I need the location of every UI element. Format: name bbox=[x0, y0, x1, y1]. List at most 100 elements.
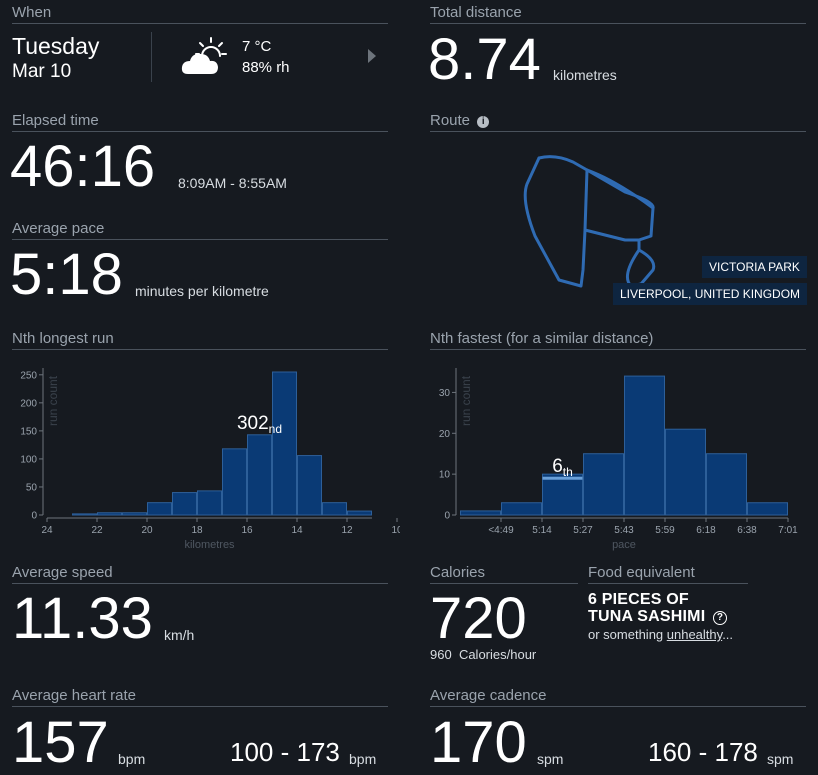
rank-suffix: nd bbox=[269, 422, 282, 436]
histogram-bar bbox=[172, 492, 197, 516]
humidity: 88% rh bbox=[242, 59, 290, 76]
x-tick-label: 16 bbox=[241, 525, 253, 536]
x-tick-label: 6:18 bbox=[696, 525, 716, 536]
histogram-bar bbox=[347, 510, 372, 516]
date: Mar 10 bbox=[12, 61, 72, 82]
heart-rate-range-unit: bpm bbox=[349, 751, 377, 767]
cadence-value: 170 bbox=[430, 710, 527, 775]
histogram-bar bbox=[501, 502, 542, 516]
histogram-bar bbox=[583, 453, 624, 516]
temperature: 7 °C bbox=[242, 38, 272, 55]
y-tick-label: 250 bbox=[20, 370, 37, 381]
food-line-2-wrap: TUNA SASHIMI ? bbox=[588, 608, 728, 625]
pace-label: Average pace bbox=[12, 220, 105, 237]
route-map[interactable] bbox=[515, 150, 665, 292]
pace-value: 5:18 bbox=[10, 242, 123, 307]
heart-rate-label: Average heart rate bbox=[12, 687, 136, 704]
nth-fastest-chart: 0 10 20 30 run count <4:49 5:14 5:27 5:43 5:59 6:1… bbox=[439, 368, 798, 551]
histogram-bar bbox=[460, 510, 501, 516]
rank-label: 302nd bbox=[237, 413, 282, 436]
histogram-bar bbox=[97, 512, 122, 516]
calories-per-hour: 960 Calories/hour bbox=[430, 647, 536, 663]
food-rule bbox=[588, 583, 748, 584]
histogram-bar bbox=[624, 375, 665, 516]
y-axis-title: run count bbox=[46, 375, 60, 426]
unhealthy-link[interactable]: unhealthy bbox=[666, 627, 723, 642]
histogram-bar bbox=[197, 490, 222, 516]
y-tick-label: 150 bbox=[20, 426, 37, 437]
histogram-bar bbox=[122, 512, 147, 516]
nth-longest-label: Nth longest run bbox=[12, 330, 114, 347]
help-icon[interactable]: ? bbox=[713, 611, 728, 625]
cadence-rule bbox=[430, 706, 806, 707]
heart-rate-value: 157 bbox=[12, 710, 109, 775]
when-label: When bbox=[12, 4, 52, 21]
food-line-1: 6 PIECES OF bbox=[588, 591, 689, 608]
heart-rate-unit: bpm bbox=[118, 751, 146, 767]
speed-unit: km/h bbox=[164, 627, 195, 643]
y-tick-label: 30 bbox=[439, 388, 451, 399]
cadence-label: Average cadence bbox=[430, 687, 547, 704]
x-tick-label: 20 bbox=[141, 525, 153, 536]
route-place-tag: VICTORIA PARK bbox=[702, 256, 807, 278]
x-tick-label: 6:38 bbox=[737, 525, 757, 536]
x-tick-label: 7:01 bbox=[778, 525, 798, 536]
histogram-bar bbox=[147, 502, 172, 516]
x-axis-title: kilometres bbox=[184, 539, 235, 551]
x-tick-label: 24 bbox=[41, 525, 53, 536]
x-tick-label: 5:14 bbox=[532, 525, 552, 536]
day-name: Tuesday bbox=[12, 33, 100, 59]
route-label-wrap: Route i bbox=[430, 112, 490, 130]
food-label: Food equivalent bbox=[588, 564, 695, 581]
when-divider bbox=[151, 32, 152, 82]
rank-number: 302 bbox=[237, 413, 269, 434]
histogram-bar bbox=[297, 455, 322, 516]
food-alt-prefix: or something bbox=[588, 627, 667, 642]
calories-per-hour-value: 960 bbox=[430, 647, 452, 662]
x-tick-label: <4:49 bbox=[488, 525, 514, 536]
histogram-bar bbox=[247, 434, 272, 516]
next-arrow-icon[interactable] bbox=[366, 48, 378, 64]
elapsed-range: 8:09AM - 8:55AM bbox=[178, 175, 287, 191]
x-tick-label: 18 bbox=[191, 525, 203, 536]
route-rule bbox=[430, 131, 806, 132]
info-icon[interactable]: i bbox=[477, 116, 490, 128]
food-line-2: TUNA SASHIMI bbox=[588, 608, 706, 625]
nth-longest-chart: 0 50 100 150 200 250 run count 24 22 20 18 16 14 12 10… bbox=[20, 368, 400, 551]
y-axis-title: run count bbox=[459, 375, 473, 426]
y-tick-label: 200 bbox=[20, 398, 37, 409]
nth-longest-rule bbox=[12, 349, 388, 350]
x-tick-label: 14 bbox=[291, 525, 303, 536]
x-tick-label: 5:27 bbox=[573, 525, 593, 536]
histogram-bar bbox=[272, 371, 297, 516]
x-tick-label: 5:43 bbox=[614, 525, 634, 536]
elapsed-value: 46:16 bbox=[10, 134, 156, 199]
y-tick-label: 100 bbox=[20, 454, 37, 465]
calories-value: 720 bbox=[430, 586, 527, 651]
y-tick-label: 20 bbox=[439, 429, 451, 440]
pace-unit: minutes per kilometre bbox=[135, 283, 269, 299]
partly-cloudy-icon bbox=[181, 37, 227, 74]
histogram-bar bbox=[706, 453, 747, 516]
calories-label: Calories bbox=[430, 564, 486, 581]
x-tick-label: 10 bbox=[391, 525, 400, 536]
heart-rate-range: 100 - 173 bbox=[230, 737, 340, 767]
rank-number: 6 bbox=[552, 456, 563, 477]
speed-rule bbox=[12, 583, 388, 584]
y-tick-label: 10 bbox=[439, 470, 451, 481]
food-alt-suffix: ... bbox=[722, 627, 734, 642]
x-axis-title: pace bbox=[612, 539, 636, 551]
elapsed-rule bbox=[12, 131, 388, 132]
x-tick-label: 5:59 bbox=[655, 525, 675, 536]
food-alt: or something unhealthy... bbox=[588, 627, 733, 643]
calories-per-hour-unit: Calories/hour bbox=[458, 647, 537, 662]
highlight-marker bbox=[542, 476, 583, 480]
speed-value: 11.33 bbox=[12, 586, 153, 651]
cadence-range: 160 - 178 bbox=[648, 737, 758, 767]
y-tick-label: 0 bbox=[444, 511, 450, 522]
histogram-bar bbox=[542, 473, 583, 516]
speed-label: Average speed bbox=[12, 564, 113, 581]
heart-rate-rule bbox=[12, 706, 388, 707]
cadence-unit: spm bbox=[537, 751, 564, 767]
total-distance-label: Total distance bbox=[430, 4, 522, 21]
